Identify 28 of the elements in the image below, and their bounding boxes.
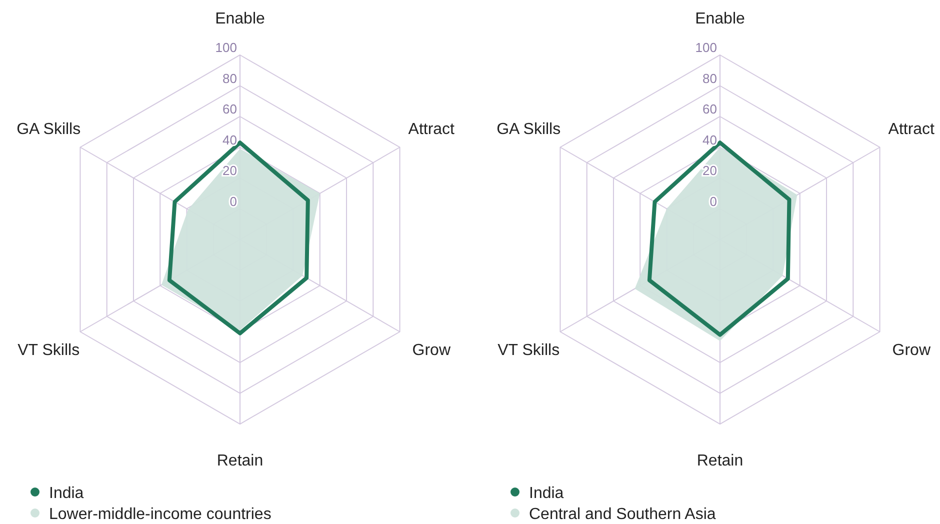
y-tick-label: 80	[702, 70, 717, 86]
y-tick-label: 0	[230, 194, 237, 209]
y-tick-label: 20	[702, 163, 717, 178]
spoke-label: Grow	[412, 342, 451, 359]
legend-label: India	[529, 485, 564, 502]
spoke-label: Grow	[892, 342, 931, 359]
spoke-label: Retain	[216, 452, 264, 470]
y-tick-label: 40	[222, 132, 237, 148]
y-tick-label: 80	[222, 70, 237, 86]
y-tick-label: 40	[702, 132, 717, 148]
spoke-label: Enable	[215, 10, 266, 28]
spoke-label: GA Skills	[496, 121, 561, 138]
y-tick-label: 100	[215, 40, 237, 55]
spoke-label: Retain	[696, 452, 744, 470]
spoke-label: VT Skills	[18, 342, 80, 359]
legend-label: Lower-middle-income countries	[49, 506, 272, 523]
legend-label: India	[49, 485, 84, 502]
y-tick-label: 0	[710, 194, 717, 209]
spoke-label: Enable	[695, 10, 746, 28]
y-tick-label: 60	[702, 102, 717, 116]
y-tick-label: 20	[222, 163, 237, 178]
y-tick-label: 100	[695, 40, 717, 55]
spoke-label: Attract	[408, 121, 456, 138]
spoke-label: VT Skills	[498, 342, 560, 359]
spoke-label: GA Skills	[16, 121, 81, 138]
spoke-label: Attract	[888, 121, 936, 138]
y-tick-label: 60	[222, 102, 237, 116]
legend-label: Central and Southern Asia	[529, 506, 716, 523]
